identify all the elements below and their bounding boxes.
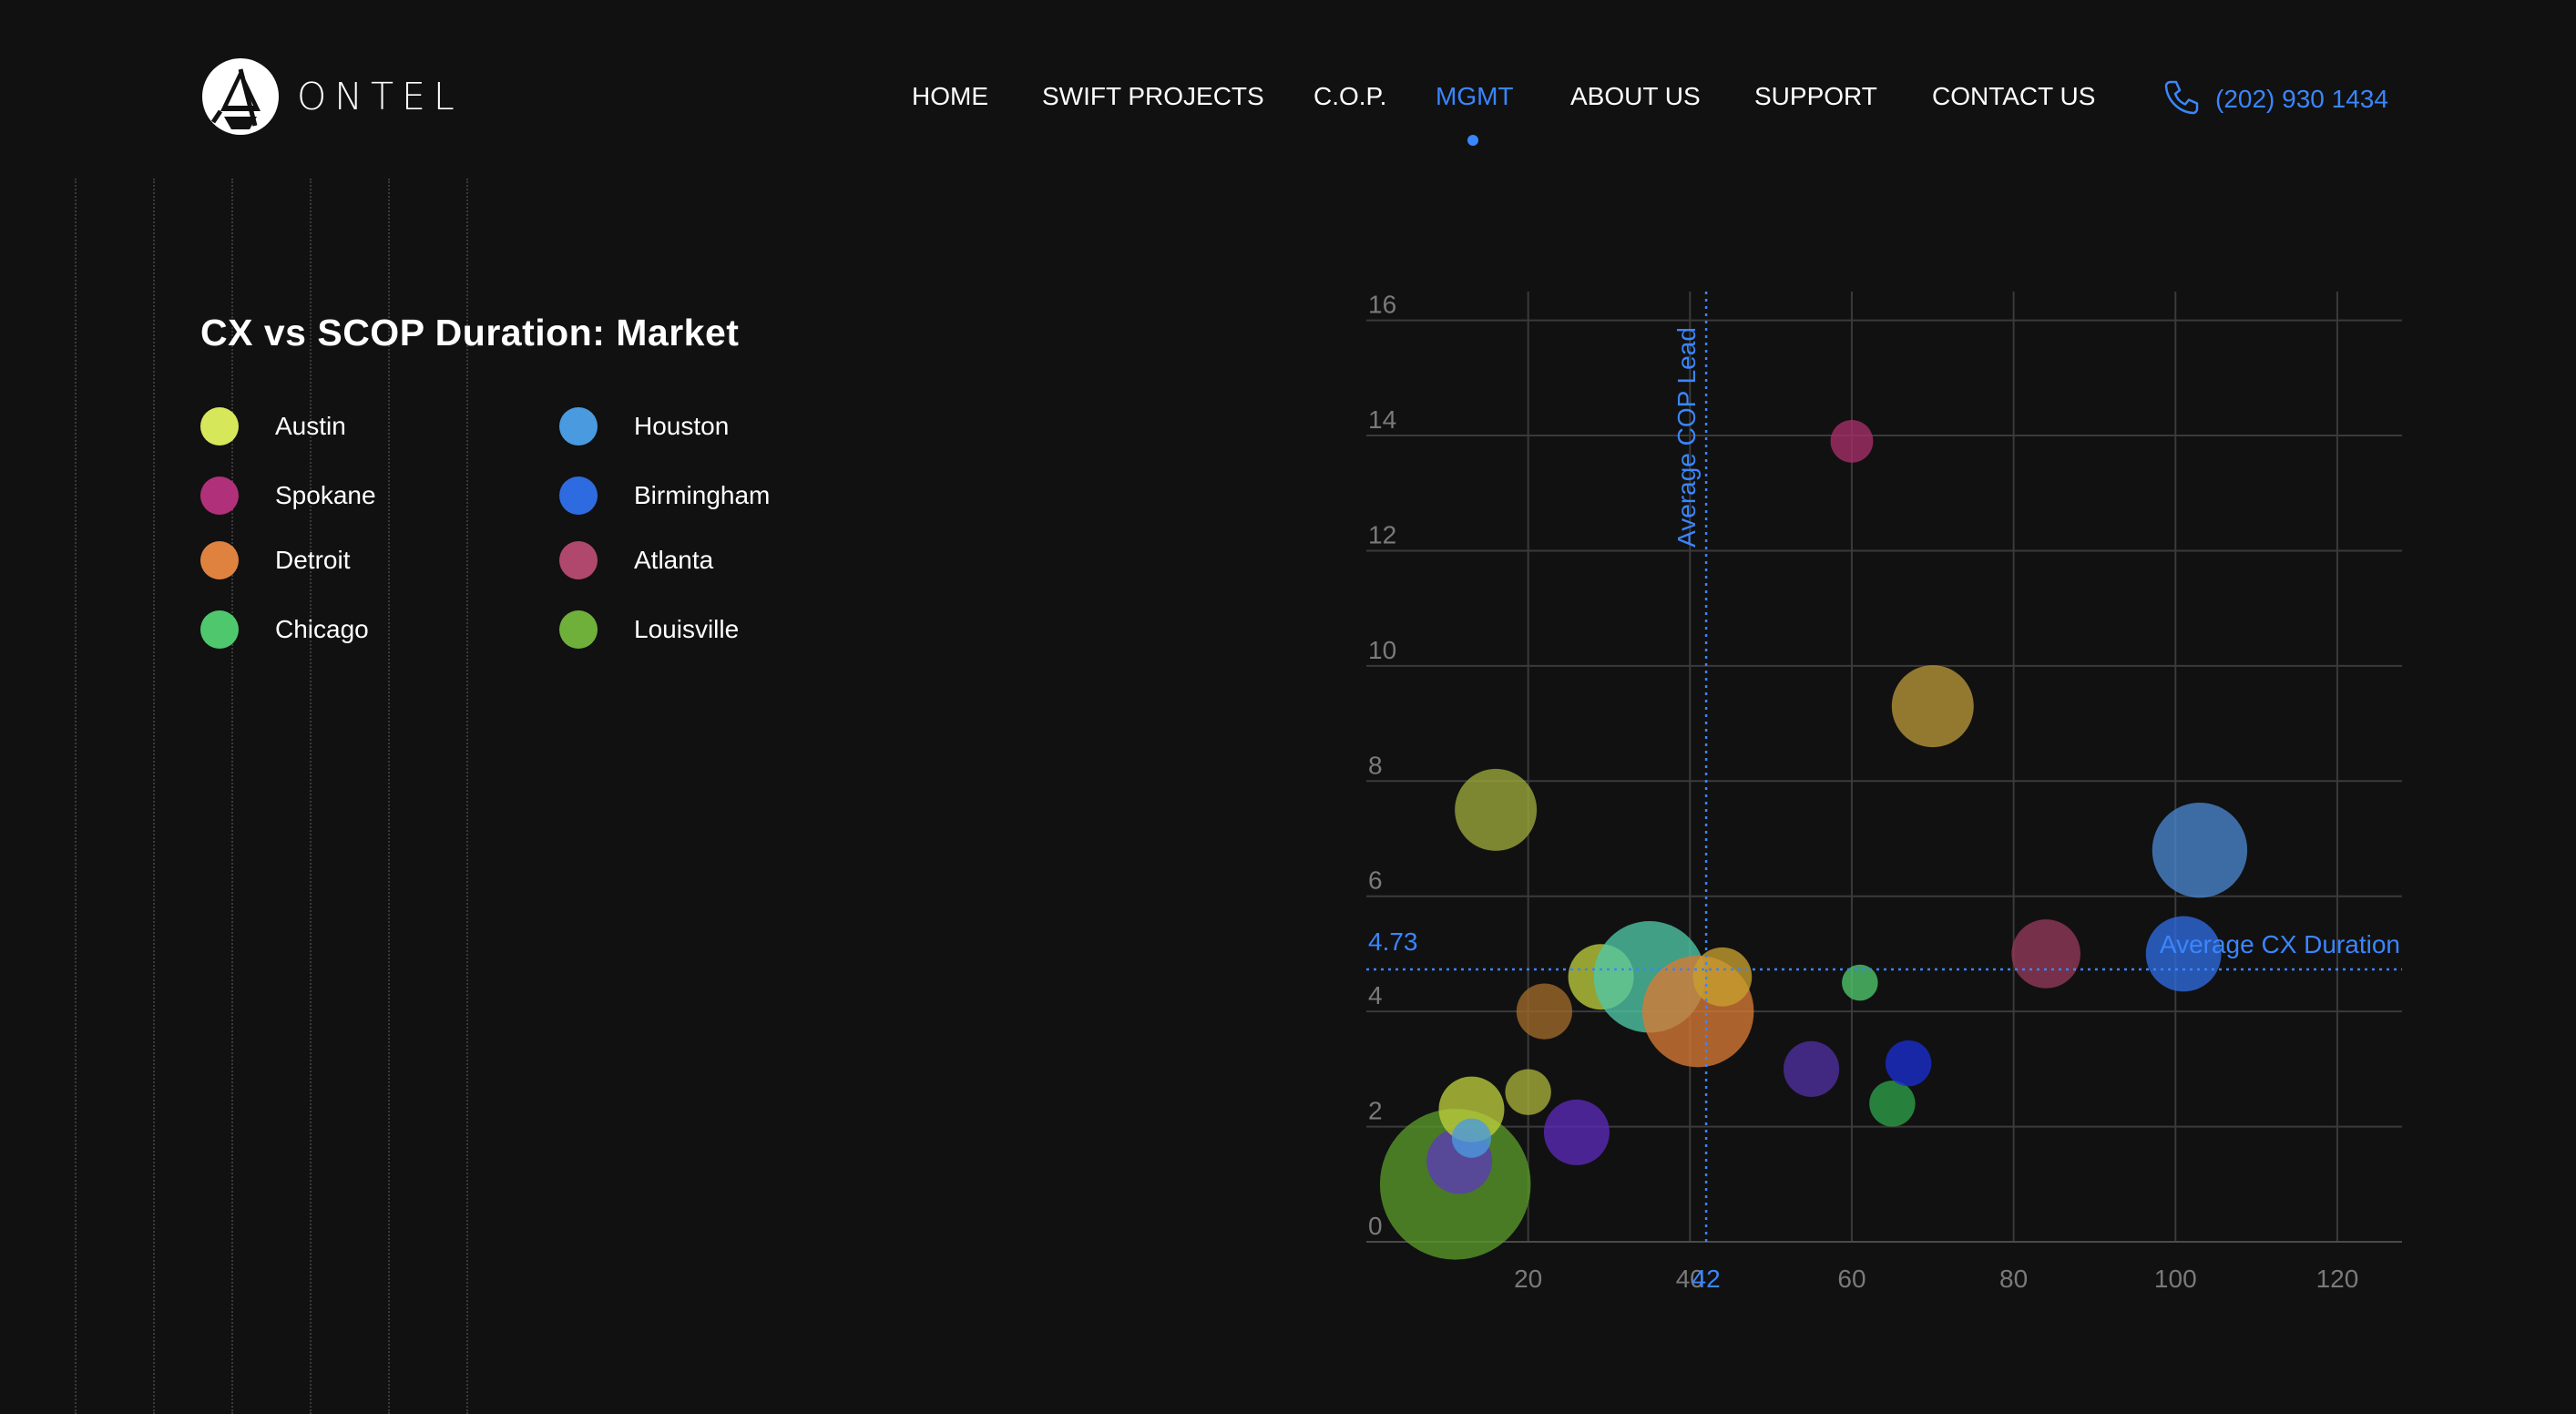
bubble-point	[2145, 916, 2222, 992]
bubble-point	[1783, 1040, 1840, 1097]
bubble-point	[1543, 1099, 1610, 1165]
phone-icon	[2164, 80, 2199, 115]
legend-swatch	[559, 610, 598, 649]
avg-cop-lead-tick: 42	[1692, 1265, 1721, 1293]
legend-item-atlanta[interactable]: Atlanta	[559, 540, 713, 580]
y-tick-label: 16	[1368, 292, 1396, 319]
y-tick-label: 8	[1368, 751, 1383, 779]
y-tick-label: 0	[1368, 1212, 1383, 1240]
bubble-point	[2011, 919, 2080, 989]
avg-cop-lead-label: Average COP Lead	[1672, 327, 1701, 548]
legend-swatch	[200, 407, 239, 446]
bubble-point	[1455, 768, 1538, 851]
guide-line	[153, 179, 155, 1414]
x-tick-label: 80	[1999, 1265, 2028, 1293]
bubble-point	[2152, 802, 2248, 898]
legend-swatch	[559, 476, 598, 515]
x-tick-label: 120	[2316, 1265, 2359, 1293]
nav-item-home[interactable]: HOME	[912, 82, 988, 110]
legend-item-birmingham[interactable]: Birmingham	[559, 476, 770, 516]
logo-mark-icon	[202, 58, 279, 135]
x-tick-label: 60	[1837, 1265, 1866, 1293]
nav-item-swift-projects[interactable]: SWIFT PROJECTS	[1042, 82, 1264, 110]
active-nav-indicator	[1467, 135, 1478, 146]
brand-name: ONTEL	[297, 75, 463, 118]
legend-label: Chicago	[275, 615, 369, 643]
bubble-point	[1505, 1069, 1551, 1115]
brand-logo[interactable]: ONTEL	[202, 58, 463, 135]
legend-item-detroit[interactable]: Detroit	[200, 540, 350, 580]
x-tick-label: 100	[2154, 1265, 2197, 1293]
y-tick-label: 6	[1368, 866, 1383, 895]
y-tick-label: 12	[1368, 520, 1396, 548]
legend-item-austin[interactable]: Austin	[200, 406, 346, 446]
background-guides	[0, 179, 510, 1414]
bubble-point	[1692, 947, 1753, 1007]
phone-number: (202) 930 1434	[2215, 85, 2388, 113]
legend-swatch	[200, 610, 239, 649]
legend-swatch	[559, 541, 598, 579]
legend-swatch	[200, 541, 239, 579]
nav-item-contact-us[interactable]: CONTACT US	[1932, 82, 2096, 110]
legend-label: Houston	[634, 412, 730, 440]
legend-swatch	[200, 476, 239, 515]
nav-item-support[interactable]: SUPPORT	[1754, 82, 1877, 110]
legend-label: Atlanta	[634, 546, 714, 574]
legend-item-houston[interactable]: Houston	[559, 406, 729, 446]
avg-cx-duration-tick: 4.73	[1368, 927, 1418, 956]
legend-label: Austin	[275, 412, 346, 440]
bubble-chart: 0 2 4 6 8 10 12 14 16 20 40 60 80 100 120 42 4.73 Average…	[1366, 292, 2402, 1293]
y-tick-label: 2	[1368, 1097, 1383, 1125]
bubble-point	[1451, 1118, 1492, 1158]
legend-swatch	[559, 407, 598, 446]
bubble-point	[1869, 1081, 1916, 1127]
avg-cx-duration-label: Average CX Duration	[2160, 930, 2400, 958]
y-tick-label: 14	[1368, 405, 1396, 434]
x-tick-label: 40	[1676, 1265, 1704, 1293]
chart-legend: Austin Spokane Detroit Chicago Houston B…	[200, 406, 838, 661]
legend-label: Spokane	[275, 481, 376, 509]
guide-line	[231, 179, 233, 1414]
bubble-point	[1516, 983, 1573, 1040]
nav-item-about-us[interactable]: ABOUT US	[1570, 82, 1701, 110]
y-tick-label: 10	[1368, 636, 1396, 664]
guide-line	[75, 179, 77, 1414]
legend-label: Birmingham	[634, 481, 771, 509]
bubble-point	[1438, 1076, 1505, 1142]
nav-item-mgmt[interactable]: MGMT	[1436, 82, 1514, 110]
phone-link[interactable]: (202) 930 1434	[2162, 80, 2388, 117]
legend-item-chicago[interactable]: Chicago	[200, 610, 369, 650]
main-nav: HOME SWIFT PROJECTS C.O.P. MGMT ABOUT US…	[0, 82, 2576, 137]
chart-title: CX vs SCOP Duration: Market	[200, 312, 740, 354]
y-tick-label: 4	[1368, 981, 1383, 1009]
bubble-point	[1891, 665, 1974, 748]
legend-label: Detroit	[275, 546, 351, 574]
guide-line	[388, 179, 390, 1414]
guide-line	[466, 179, 468, 1414]
legend-item-spokane[interactable]: Spokane	[200, 476, 376, 516]
bubble-point	[1830, 419, 1874, 463]
bubble-point	[1842, 964, 1878, 1001]
legend-label: Louisville	[634, 615, 740, 643]
guide-line	[310, 179, 312, 1414]
nav-item-cop[interactable]: C.O.P.	[1314, 82, 1387, 110]
x-tick-label: 20	[1514, 1265, 1542, 1293]
bubble-point	[1885, 1040, 1932, 1087]
legend-item-louisville[interactable]: Louisville	[559, 610, 739, 650]
